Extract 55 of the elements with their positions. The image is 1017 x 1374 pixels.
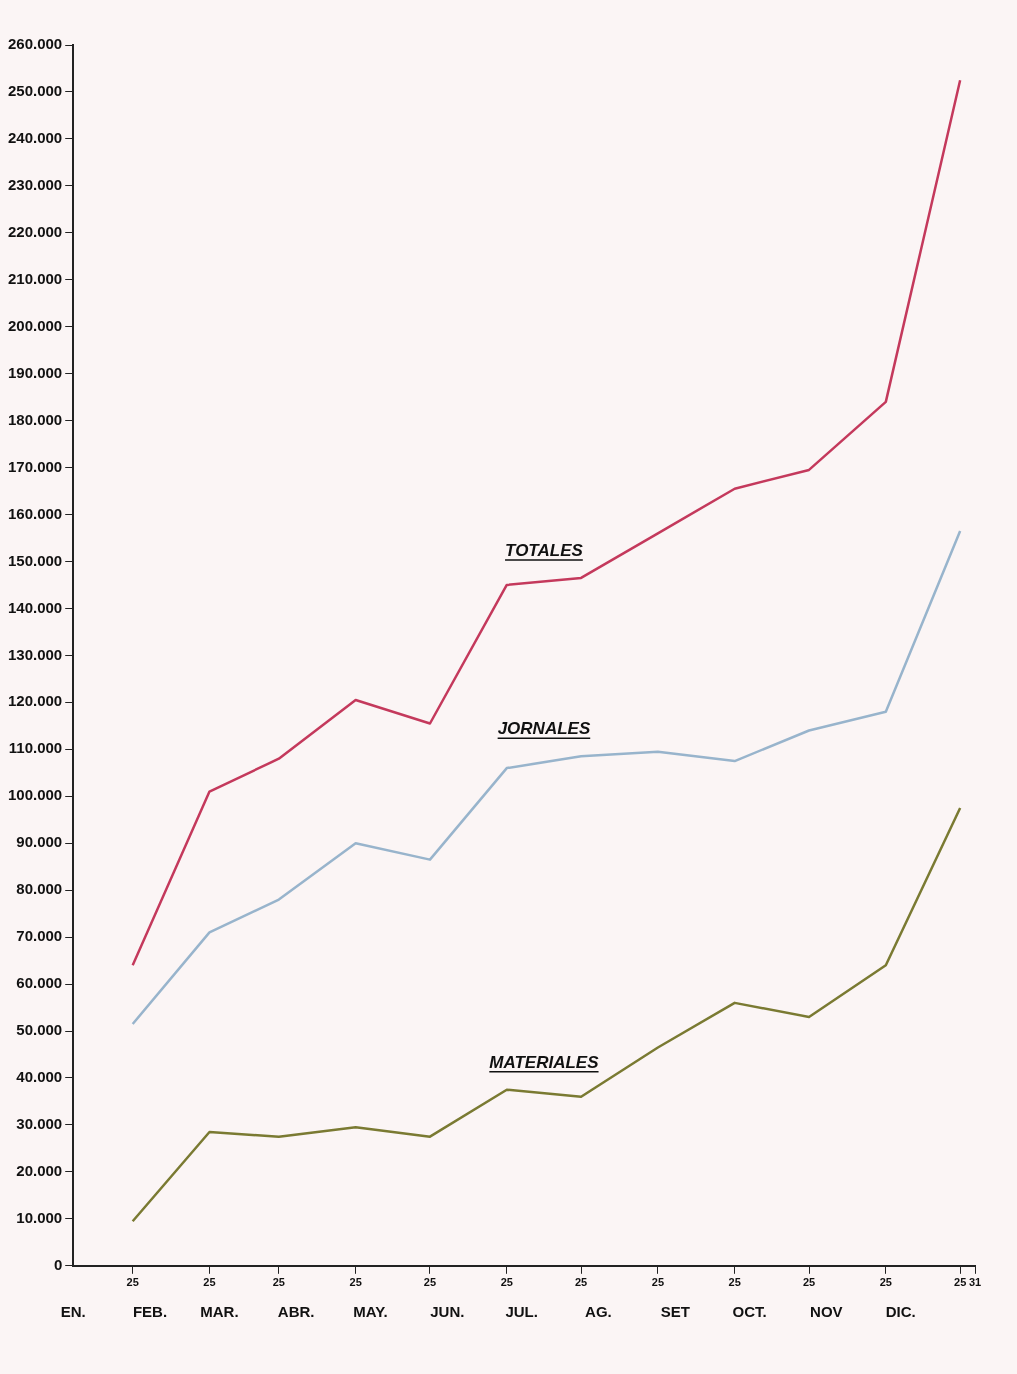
y-tick-label: 0 (53, 1255, 63, 1273)
series-label: JORNALES (497, 719, 591, 739)
x2-tick-label: AG. (585, 1303, 612, 1321)
x2-tick-label: OCT. (732, 1303, 767, 1321)
y-tick-label: 70.000 (16, 927, 63, 945)
x2-tick-label: JUL. (505, 1303, 538, 1321)
y-tick-label: 140.000 (7, 598, 63, 616)
y-tick-label: 130.000 (7, 645, 63, 663)
x-tick-label: 25 (500, 1276, 513, 1289)
y-tick-label: 160.000 (7, 504, 63, 522)
y-tick-label: 10.000 (16, 1208, 63, 1226)
x2-tick-label: JUN. (430, 1303, 465, 1321)
x-tick-label: 25 (126, 1276, 139, 1289)
x2-tick-label: MAY. (353, 1303, 388, 1321)
y-tick-label: 220.000 (7, 222, 63, 240)
x-tick-label: 25 (423, 1276, 437, 1289)
y-tick-label: 30.000 (16, 1115, 63, 1133)
x-tick-label: 31 (968, 1276, 982, 1289)
x2-tick-label: DIC. (885, 1303, 916, 1321)
series-label: TOTALES (505, 540, 584, 560)
x-tick-label: 25 (203, 1276, 216, 1289)
y-tick-label: 170.000 (7, 457, 63, 475)
y-tick-label: 240.000 (7, 129, 63, 147)
y-tick-label: 230.000 (7, 176, 63, 193)
x-tick-label: 25 (802, 1276, 816, 1289)
x2-tick-label: ABR. (277, 1303, 315, 1321)
y-tick-label: 180.000 (7, 410, 63, 428)
y-tick-label: 60.000 (16, 974, 63, 992)
y-tick-label: 120.000 (7, 692, 63, 710)
y-tick-label: 80.000 (16, 880, 63, 898)
y-tick-label: 200.000 (7, 316, 63, 334)
y-tick-label: 20.000 (16, 1162, 63, 1180)
y-tick-label: 90.000 (16, 833, 63, 851)
x-tick-label: 25 (574, 1276, 588, 1289)
x-tick-label: 25 (879, 1276, 892, 1289)
x-tick-label: 25 (349, 1276, 362, 1289)
y-tick-label: 110.000 (8, 739, 63, 757)
y-tick-label: 190.000 (7, 363, 63, 381)
x-tick-label: 25 (728, 1276, 741, 1289)
y-tick-label: 210.000 (7, 269, 63, 287)
series-label: MATERIALES (489, 1052, 600, 1072)
x2-tick-label: SET (660, 1303, 690, 1321)
y-tick-label: 150.000 (7, 551, 63, 569)
x2-tick-label: EN. (60, 1303, 86, 1321)
x-tick-label: 25 (272, 1276, 285, 1289)
x2-tick-label: MAR. (200, 1303, 239, 1321)
x2-tick-label: NOV (810, 1303, 843, 1321)
x2-tick-label: FEB. (132, 1303, 168, 1321)
x-tick-label: 25 (651, 1276, 665, 1289)
y-tick-label: 50.000 (16, 1021, 63, 1039)
y-tick-label: 40.000 (16, 1068, 63, 1086)
x-tick-label: 25 (954, 1276, 967, 1289)
y-tick-label: 260.000 (7, 35, 63, 53)
y-tick-label: 250.000 (7, 82, 63, 100)
y-tick-label: 100.000 (7, 786, 63, 804)
